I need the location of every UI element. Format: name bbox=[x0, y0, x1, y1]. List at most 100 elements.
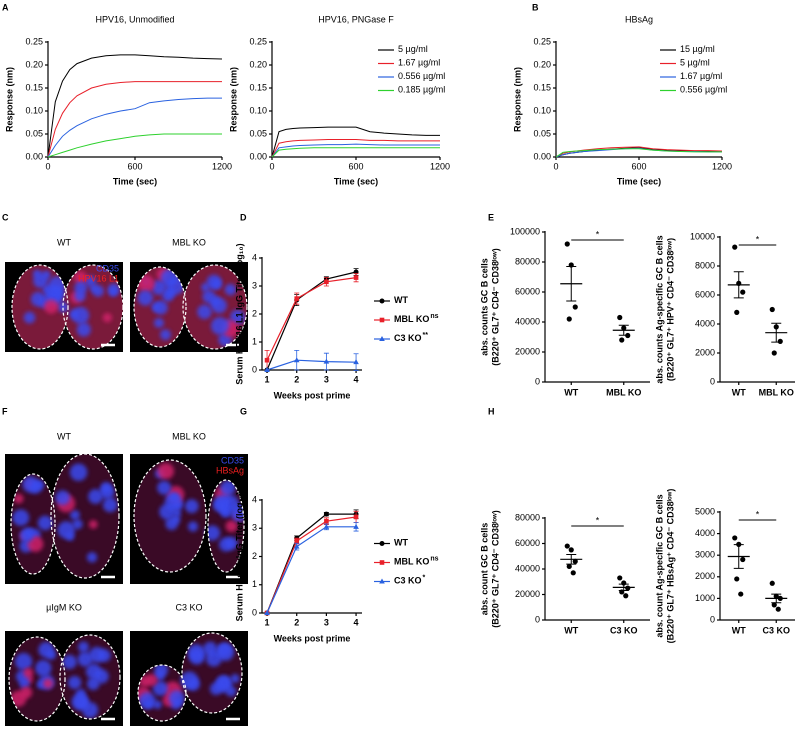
data-point bbox=[566, 563, 572, 570]
legend-label: 0.556 µg/ml bbox=[398, 71, 445, 81]
x-tick-label: 600 bbox=[631, 161, 646, 171]
cell-cluster bbox=[57, 301, 69, 313]
data-point bbox=[625, 585, 631, 591]
legend-significance: * bbox=[423, 574, 426, 581]
cell-cluster bbox=[69, 309, 79, 320]
cell-cluster bbox=[77, 651, 93, 667]
cell-cluster bbox=[153, 317, 164, 329]
data-point bbox=[734, 309, 740, 315]
legend-name: 1.67 µg/ml bbox=[680, 71, 722, 81]
legend-name: WT bbox=[394, 538, 408, 548]
x-tick-label: 600 bbox=[127, 161, 142, 171]
marker bbox=[323, 511, 329, 517]
sem-bar bbox=[618, 324, 629, 336]
cell-cluster bbox=[37, 515, 53, 531]
cell-cluster bbox=[152, 680, 168, 696]
tissue-outline bbox=[62, 264, 124, 350]
y-tick-label: 0.15 bbox=[249, 82, 267, 92]
x-tick-label: 3 bbox=[324, 617, 329, 627]
y-tick-label: 0.15 bbox=[533, 82, 551, 92]
cell-cluster bbox=[19, 528, 34, 543]
legend-name: 0.556 µg/ml bbox=[398, 71, 445, 81]
legend-name: C3 KO bbox=[394, 333, 422, 343]
y-axis-label: (B220⁺ GL7⁺ HPV⁺ CD4⁻ CD38ˡᵒʷ) bbox=[665, 238, 675, 381]
series-line bbox=[555, 148, 722, 158]
y-tick-label: 2000 bbox=[695, 571, 715, 581]
micrograph bbox=[5, 453, 123, 584]
x-tick-label: WT bbox=[564, 387, 578, 397]
data-point bbox=[617, 575, 623, 581]
x-tick-label: MBL KO bbox=[606, 387, 641, 397]
legend-name: MBL KO bbox=[394, 314, 429, 324]
y-tick-label: 0 bbox=[535, 614, 540, 624]
y-tick-label: 40000 bbox=[515, 563, 540, 573]
data-point bbox=[740, 289, 746, 295]
y-tick-label: 0.15 bbox=[25, 82, 43, 92]
cell-cluster bbox=[184, 499, 199, 514]
cell-cluster bbox=[14, 652, 33, 671]
y-tick-label: 0 bbox=[535, 376, 540, 386]
chart-title: HPV16, PNGase F bbox=[318, 14, 394, 24]
y-axis-label: Serum HPV16 L1 IgG Titer (log₁₀) bbox=[234, 243, 244, 384]
stain-label: HBsAg bbox=[216, 465, 244, 475]
data-point bbox=[566, 316, 572, 322]
significance-label: * bbox=[756, 234, 760, 244]
chart-title: HBsAg bbox=[625, 14, 653, 24]
x-tick-label: 2 bbox=[294, 374, 299, 384]
marker bbox=[353, 275, 359, 280]
x-tick-label: WT bbox=[564, 625, 578, 635]
cell-cluster bbox=[48, 276, 66, 294]
legend-label: MBL KOns bbox=[394, 313, 439, 325]
y-tick-label: 0.00 bbox=[25, 151, 43, 161]
legend-label: 0.556 µg/ml bbox=[680, 85, 727, 95]
y-axis-label: Response (nm) bbox=[512, 67, 522, 132]
cell-cluster bbox=[217, 675, 232, 690]
tissue bbox=[138, 633, 242, 721]
image-title: WT bbox=[57, 237, 71, 247]
cell-cluster bbox=[224, 283, 237, 296]
legend-name: 15 µg/ml bbox=[680, 44, 715, 54]
panel-letter: B bbox=[532, 2, 539, 12]
cell-cluster bbox=[220, 480, 236, 496]
cell-cluster bbox=[225, 536, 238, 550]
panel-letter: C bbox=[2, 212, 9, 222]
legend-label: WT bbox=[394, 295, 408, 305]
cell-cluster bbox=[71, 693, 89, 710]
data-point bbox=[619, 337, 625, 343]
y-axis-label: abs. counts Ag-specific GC B cells bbox=[654, 235, 664, 383]
series-line bbox=[47, 97, 222, 158]
data-point bbox=[775, 606, 781, 612]
cell-cluster bbox=[12, 509, 30, 527]
cell-cluster bbox=[88, 519, 98, 529]
data-point bbox=[564, 241, 570, 247]
marker bbox=[264, 357, 270, 363]
cell-cluster bbox=[225, 520, 238, 533]
cell-cluster bbox=[165, 287, 176, 298]
series-line bbox=[271, 126, 440, 158]
y-tick-label: 20000 bbox=[515, 346, 540, 356]
cell-cluster bbox=[211, 278, 222, 290]
tissue bbox=[9, 635, 120, 721]
y-tick-label: 0.00 bbox=[533, 151, 551, 161]
marker bbox=[323, 523, 330, 529]
sem-bar bbox=[566, 266, 577, 302]
series-line bbox=[47, 81, 222, 158]
y-axis-label: Response (nm) bbox=[4, 67, 14, 132]
cell-cluster bbox=[151, 302, 161, 312]
series-line bbox=[266, 516, 357, 614]
marker bbox=[294, 296, 300, 301]
tissue-outline bbox=[137, 664, 187, 722]
panel-letter: D bbox=[240, 212, 247, 222]
y-tick-label: 10000 bbox=[690, 231, 715, 241]
legend-marker bbox=[379, 317, 385, 323]
marker bbox=[293, 357, 300, 363]
significance-label: * bbox=[756, 509, 760, 519]
x-tick-label: 0 bbox=[553, 161, 558, 171]
cell-cluster bbox=[154, 663, 169, 677]
cell-cluster bbox=[69, 463, 88, 482]
y-axis-label: Response (nm) bbox=[228, 67, 238, 132]
x-tick-label: 1200 bbox=[712, 161, 732, 171]
legend-name: C3 KO bbox=[394, 576, 422, 586]
series-line bbox=[266, 513, 357, 614]
sem-bar bbox=[733, 544, 744, 569]
